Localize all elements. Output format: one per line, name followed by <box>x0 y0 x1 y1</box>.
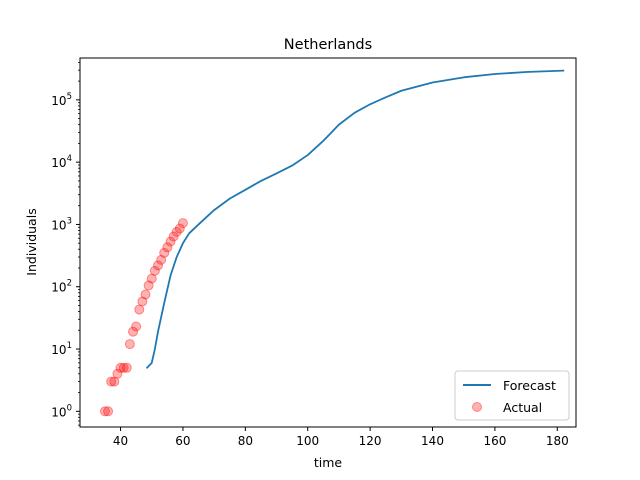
x-tick-label: 160 <box>483 434 506 448</box>
actual-point <box>143 280 154 291</box>
y-tick-label: 101 <box>51 341 72 357</box>
legend-actual-label: Actual <box>503 400 542 415</box>
actual-point <box>174 223 185 234</box>
x-tick-label: 40 <box>113 434 128 448</box>
actual-point <box>165 236 176 247</box>
y-tick-label: 102 <box>51 279 72 295</box>
x-tick-label: 140 <box>421 434 444 448</box>
actual-point <box>103 406 114 417</box>
actual-point <box>159 247 170 258</box>
actual-point <box>171 226 182 237</box>
x-axis-ticks: 40 60 80 100 120 140 160 180 <box>113 427 569 448</box>
actual-point <box>137 296 148 307</box>
x-axis-label: time <box>314 455 343 470</box>
plot-area: 40 60 80 100 120 140 160 180 100 101 102 103 104 105 <box>51 57 577 448</box>
actual-point <box>131 321 142 332</box>
actual-point <box>140 289 151 300</box>
y-axis-label: Individuals <box>24 208 39 275</box>
actual-point <box>112 368 123 379</box>
actual-point <box>156 254 167 265</box>
actual-point <box>99 406 110 417</box>
x-tick-label: 180 <box>546 434 569 448</box>
actual-point <box>128 326 139 337</box>
y-tick-label: 103 <box>51 216 72 232</box>
actual-point <box>109 376 120 387</box>
actual-point <box>134 304 145 315</box>
y-axis-ticks: 100 101 102 103 104 105 <box>51 61 80 426</box>
actual-point <box>168 231 179 242</box>
series-layer <box>99 69 565 417</box>
axes-frame <box>79 57 577 428</box>
actual-point <box>152 260 163 271</box>
legend-actual-swatch <box>472 402 482 412</box>
legend-box <box>454 370 570 421</box>
actual-point <box>146 273 157 284</box>
x-tick-label: 80 <box>238 434 253 448</box>
actual-point <box>121 362 132 373</box>
y-tick-label: 104 <box>51 154 72 170</box>
actual-point <box>124 339 135 350</box>
x-tick-label: 100 <box>296 434 319 448</box>
actual-point <box>162 242 173 253</box>
forecast-line <box>146 69 565 369</box>
x-tick-label: 60 <box>175 434 190 448</box>
y-tick-label: 105 <box>51 92 72 108</box>
actual-point <box>106 376 117 387</box>
actual-point <box>115 362 126 373</box>
y-tick-label: 100 <box>51 403 72 419</box>
legend-forecast-label: Forecast <box>503 378 556 393</box>
x-tick-label: 120 <box>359 434 382 448</box>
legend: Forecast Actual <box>454 370 570 421</box>
actual-point <box>118 362 129 373</box>
actual-point <box>149 265 160 276</box>
chart-title: Netherlands <box>284 37 372 53</box>
actual-point <box>177 218 188 229</box>
